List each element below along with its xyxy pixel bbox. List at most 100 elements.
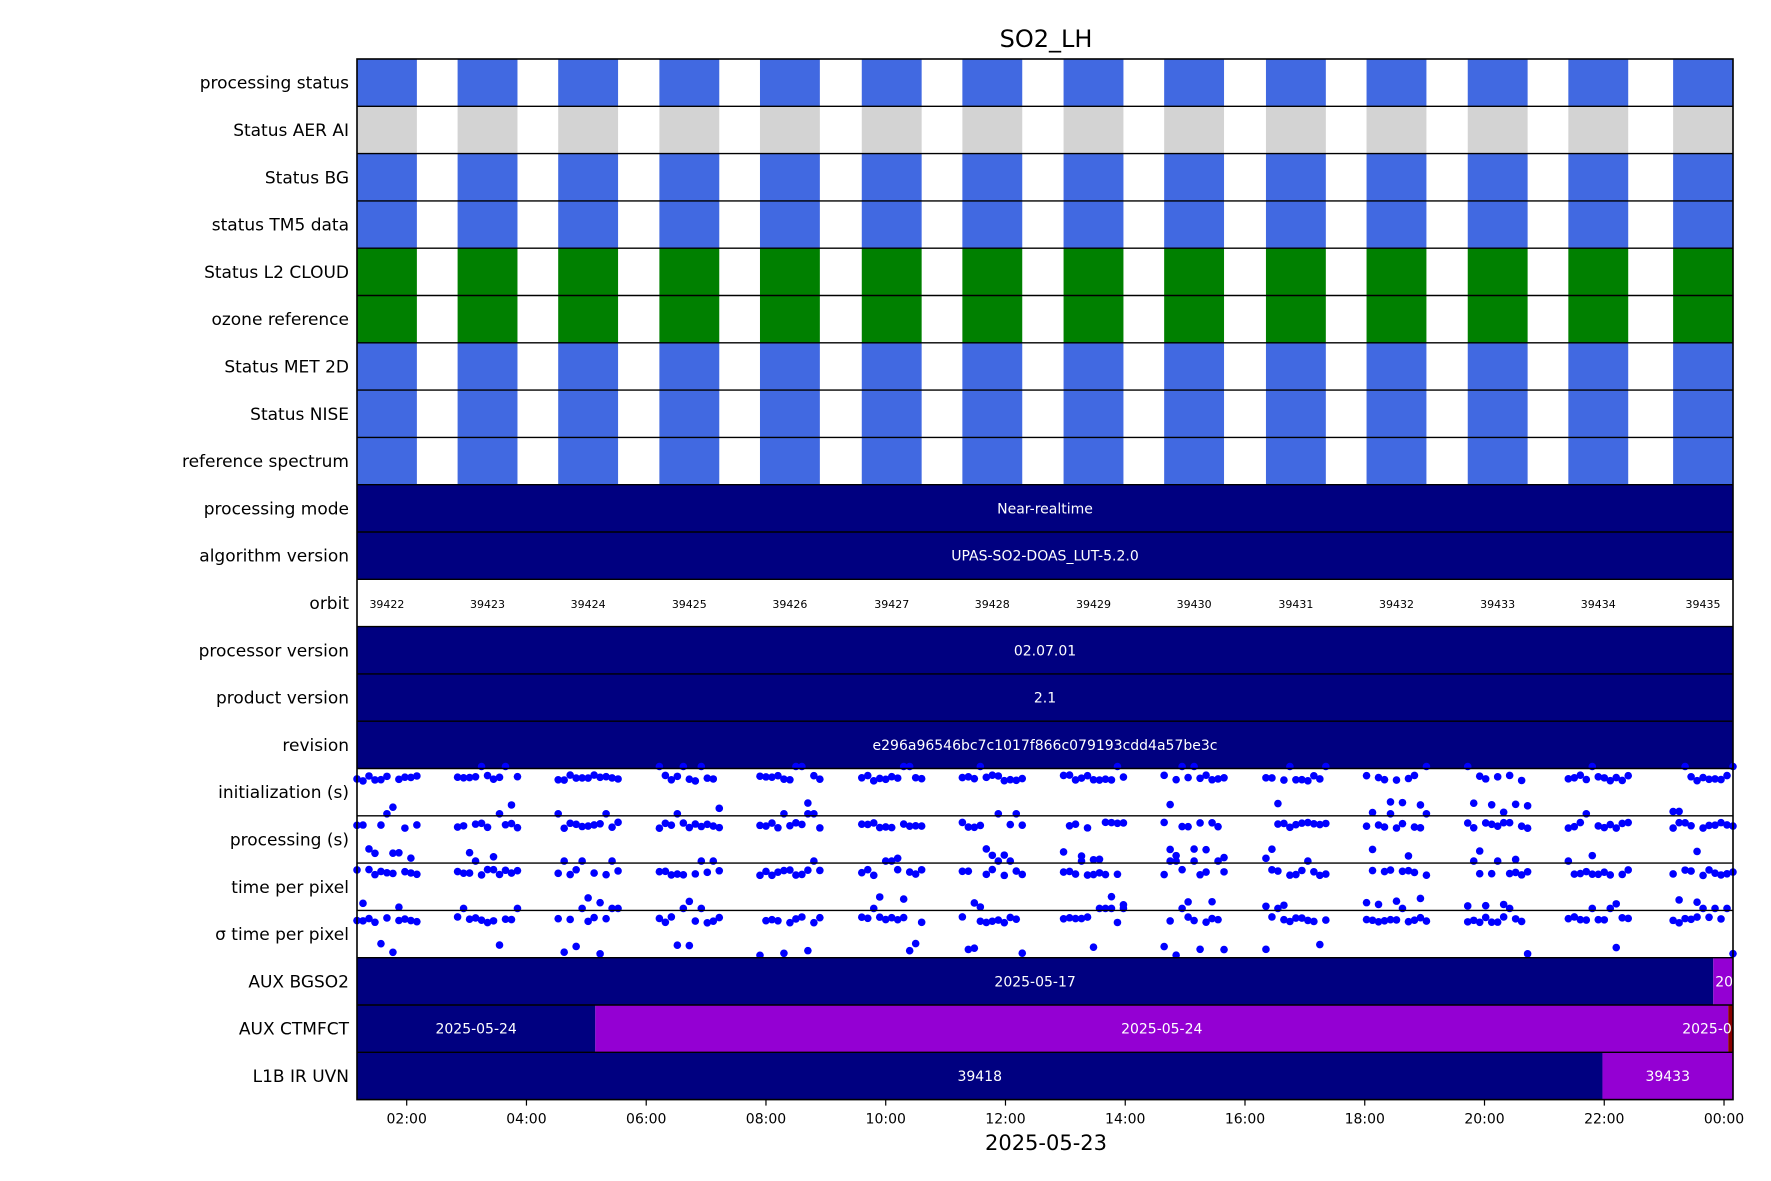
- status-block: [659, 437, 720, 485]
- scatter-point: [395, 775, 403, 784]
- status-block: [1673, 390, 1733, 438]
- scatter-point: [1422, 871, 1431, 880]
- scatter-point: [371, 870, 379, 879]
- scatter-point: [1190, 916, 1198, 925]
- scatter-point: [691, 917, 700, 925]
- scatter-point: [685, 823, 694, 832]
- scatter-point: [1166, 917, 1174, 925]
- scatter-point: [792, 871, 800, 879]
- scatter-point: [1487, 800, 1496, 809]
- scatter-point: [1416, 824, 1425, 832]
- scatter-point: [1398, 867, 1407, 876]
- scatter-point: [661, 819, 670, 828]
- scatter-point: [1705, 821, 1713, 830]
- scatter-point: [1564, 914, 1573, 923]
- scatter-point: [560, 824, 568, 833]
- scatter-point: [359, 821, 367, 829]
- status-block: [1467, 106, 1528, 154]
- scatter-point: [1723, 821, 1731, 829]
- status-block: [659, 153, 720, 201]
- scatter-point: [1493, 918, 1502, 926]
- value-band-label: e296a96546bc7c1017f866c079193cdd4a57be3c: [873, 738, 1218, 754]
- scatter-point: [471, 914, 480, 922]
- scatter-point: [614, 818, 622, 827]
- status-block: [1063, 248, 1124, 296]
- status-block: [1568, 59, 1629, 107]
- scatter-point: [1374, 900, 1383, 909]
- scatter-point: [1505, 818, 1514, 827]
- scatter-point: [1699, 773, 1707, 782]
- scatter-point: [869, 777, 878, 785]
- scatter-point: [1699, 871, 1707, 880]
- orbit-label: 39435: [1686, 598, 1721, 611]
- scatter-point: [1422, 917, 1431, 925]
- scatter-point: [804, 799, 812, 807]
- scatter-point: [1280, 776, 1288, 784]
- scatter-point: [715, 804, 724, 813]
- scatter-point: [798, 870, 806, 879]
- status-block: [659, 295, 720, 343]
- scatter-point: [1000, 918, 1009, 927]
- scatter-point: [1310, 917, 1318, 926]
- scatter-point: [988, 771, 997, 779]
- scatter-point: [566, 819, 574, 828]
- status-block: [1673, 59, 1733, 107]
- scatter-point: [1493, 773, 1502, 781]
- scatter-point: [483, 771, 492, 780]
- scatter-point: [1059, 868, 1068, 876]
- scatter-point: [407, 916, 415, 925]
- x-axis-label: 2025-05-23: [985, 1131, 1107, 1155]
- scatter-point: [413, 821, 421, 829]
- scatter-point: [816, 913, 824, 922]
- row-label: L1B IR UVN: [253, 1067, 349, 1087]
- status-block: [357, 437, 417, 485]
- scatter-point: [1499, 818, 1508, 827]
- scatter-point: [459, 822, 468, 830]
- scatter-point: [395, 903, 403, 911]
- x-axis: 02:00 04:00 06:00 08:00 10:00 12:00 14:00 16:00…: [356, 58, 1744, 1128]
- scatter-point: [976, 821, 985, 830]
- scatter-point: [893, 865, 902, 874]
- scatter-point: [1618, 913, 1627, 922]
- scatter-point: [1404, 866, 1413, 875]
- status-block: [1164, 437, 1225, 485]
- row-label: processing status: [200, 74, 349, 94]
- scatter-point: [1095, 776, 1104, 784]
- scatter-point: [685, 897, 694, 906]
- scatter-point: [1160, 771, 1168, 780]
- scatter-point: [377, 775, 385, 784]
- scatter-point: [459, 773, 468, 782]
- scatter-point: [483, 823, 492, 832]
- scatter-point: [1214, 775, 1222, 783]
- scatter-point: [1000, 871, 1009, 880]
- orbit-label: 39427: [874, 598, 909, 611]
- status-block: [1568, 342, 1629, 391]
- scatter-point: [371, 918, 379, 927]
- scatter-point: [1220, 945, 1228, 954]
- scatter-point: [1570, 822, 1579, 831]
- orbit-label: 39423: [470, 598, 505, 611]
- orbit-label: 39422: [369, 598, 404, 611]
- scatter-point: [1184, 773, 1192, 782]
- scatter-point: [1600, 868, 1609, 876]
- scatter-point: [1404, 852, 1413, 860]
- scatter-point: [1071, 820, 1080, 828]
- scatter-point: [958, 773, 967, 782]
- status-block: [1673, 200, 1733, 249]
- scatter-point: [413, 917, 421, 926]
- scatter-point: [1416, 894, 1425, 903]
- scatter-point: [1190, 845, 1198, 853]
- status-block: [1063, 295, 1124, 343]
- scatter-point: [1499, 900, 1508, 909]
- status-block: [861, 437, 922, 485]
- scatter-point: [465, 848, 474, 857]
- scatter-point: [905, 868, 914, 876]
- scatter-point: [1268, 774, 1276, 782]
- scatter-point: [887, 823, 896, 832]
- aux-segment-label: 39433: [1645, 1069, 1690, 1085]
- scatter-point: [1576, 869, 1585, 878]
- scatter-point: [786, 918, 794, 927]
- scatter-point: [762, 867, 770, 876]
- status-block: [457, 437, 518, 485]
- scatter-point: [365, 845, 373, 853]
